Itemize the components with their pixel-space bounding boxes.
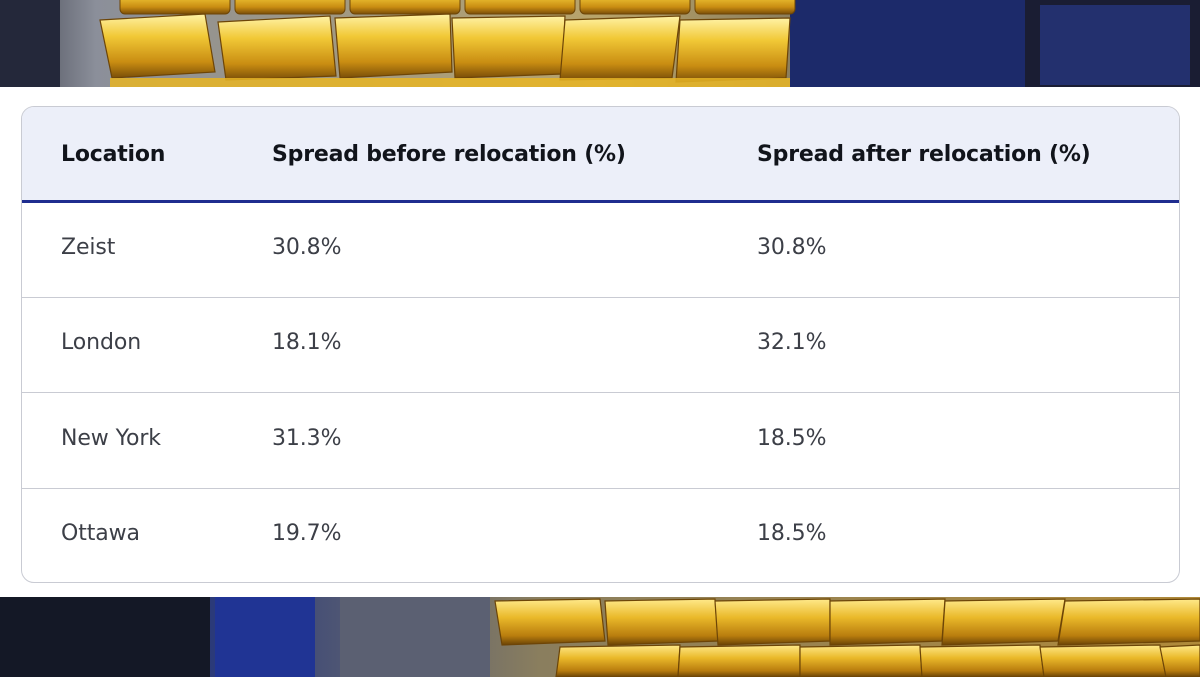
spread-before-cell: 18.1%	[272, 330, 342, 355]
location-cell: Ottawa	[61, 521, 140, 546]
spread-before-cell: 30.8%	[272, 235, 342, 260]
spread-before-cell: 19.7%	[272, 521, 342, 546]
table-row: London 18.1% 32.1%	[22, 298, 1179, 393]
spread-table: Location Spread before relocation (%) Sp…	[21, 106, 1180, 583]
column-header-spread-before: Spread before relocation (%)	[272, 142, 626, 167]
location-cell: New York	[61, 426, 161, 451]
column-header-spread-after: Spread after relocation (%)	[757, 142, 1091, 167]
location-cell: London	[61, 330, 142, 355]
table-row: New York 31.3% 18.5%	[22, 394, 1179, 489]
spread-after-cell: 32.1%	[757, 330, 827, 355]
table-row: Ottawa 19.7% 18.5%	[22, 489, 1179, 582]
spread-after-cell: 30.8%	[757, 235, 827, 260]
table-row: Zeist 30.8% 30.8%	[22, 203, 1179, 298]
spread-after-cell: 18.5%	[757, 426, 827, 451]
spread-after-cell: 18.5%	[757, 521, 827, 546]
location-cell: Zeist	[61, 235, 116, 260]
spread-before-cell: 31.3%	[272, 426, 342, 451]
gold-bars-photo-top	[0, 0, 1200, 87]
gold-bars-photo-bottom	[0, 597, 1200, 677]
column-header-location: Location	[61, 142, 166, 167]
table-header: Location Spread before relocation (%) Sp…	[22, 107, 1179, 203]
